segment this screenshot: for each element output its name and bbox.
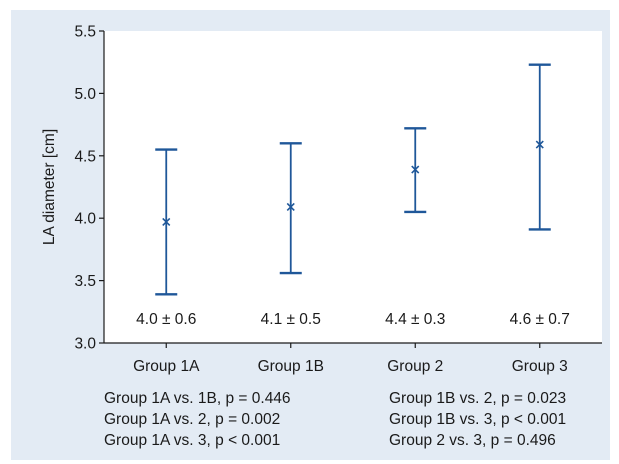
data-label: 4.1 ± 0.5 (261, 311, 321, 328)
data-label: 4.4 ± 0.3 (385, 311, 445, 328)
y-axis-label: LA diameter [cm] (41, 129, 58, 245)
y-tick-label: 3.0 (74, 336, 96, 353)
comparison-text: Group 1A vs. 3, p < 0.001 (104, 432, 281, 449)
y-tick-label: 5.0 (74, 86, 96, 103)
mean-marker (411, 165, 420, 174)
mean-marker (286, 202, 295, 212)
x-tick-label: Group 2 (387, 358, 443, 375)
y-tick-label: 4.5 (74, 148, 96, 165)
x-tick-label: Group 1B (258, 358, 324, 375)
comparison-text: Group 1A vs. 1B, p = 0.446 (104, 390, 291, 407)
mean-marker (162, 217, 171, 227)
data-label: 4.6 ± 0.7 (510, 311, 570, 328)
x-tick-label: Group 1A (133, 358, 200, 375)
data-label: 4.0 ± 0.6 (136, 311, 196, 328)
plot-area (104, 31, 602, 343)
comparison-text: Group 2 vs. 3, p = 0.496 (389, 432, 556, 449)
comparison-text: Group 1A vs. 2, p = 0.002 (104, 411, 281, 428)
y-tick-label: 3.5 (74, 273, 96, 290)
mean-marker (535, 140, 544, 149)
x-tick-label: Group 3 (512, 358, 568, 375)
comparison-text: Group 1B vs. 2, p = 0.023 (389, 390, 567, 407)
comparison-text: Group 1B vs. 3, p < 0.001 (389, 411, 567, 428)
y-tick-label: 5.5 (74, 24, 96, 41)
comparisons-right: Group 1B vs. 2, p = 0.023 Group 1B vs. 3… (389, 388, 566, 451)
y-tick-label: 4.0 (74, 211, 96, 228)
comparisons-left: Group 1A vs. 1B, p = 0.446 Group 1A vs. … (104, 388, 291, 451)
